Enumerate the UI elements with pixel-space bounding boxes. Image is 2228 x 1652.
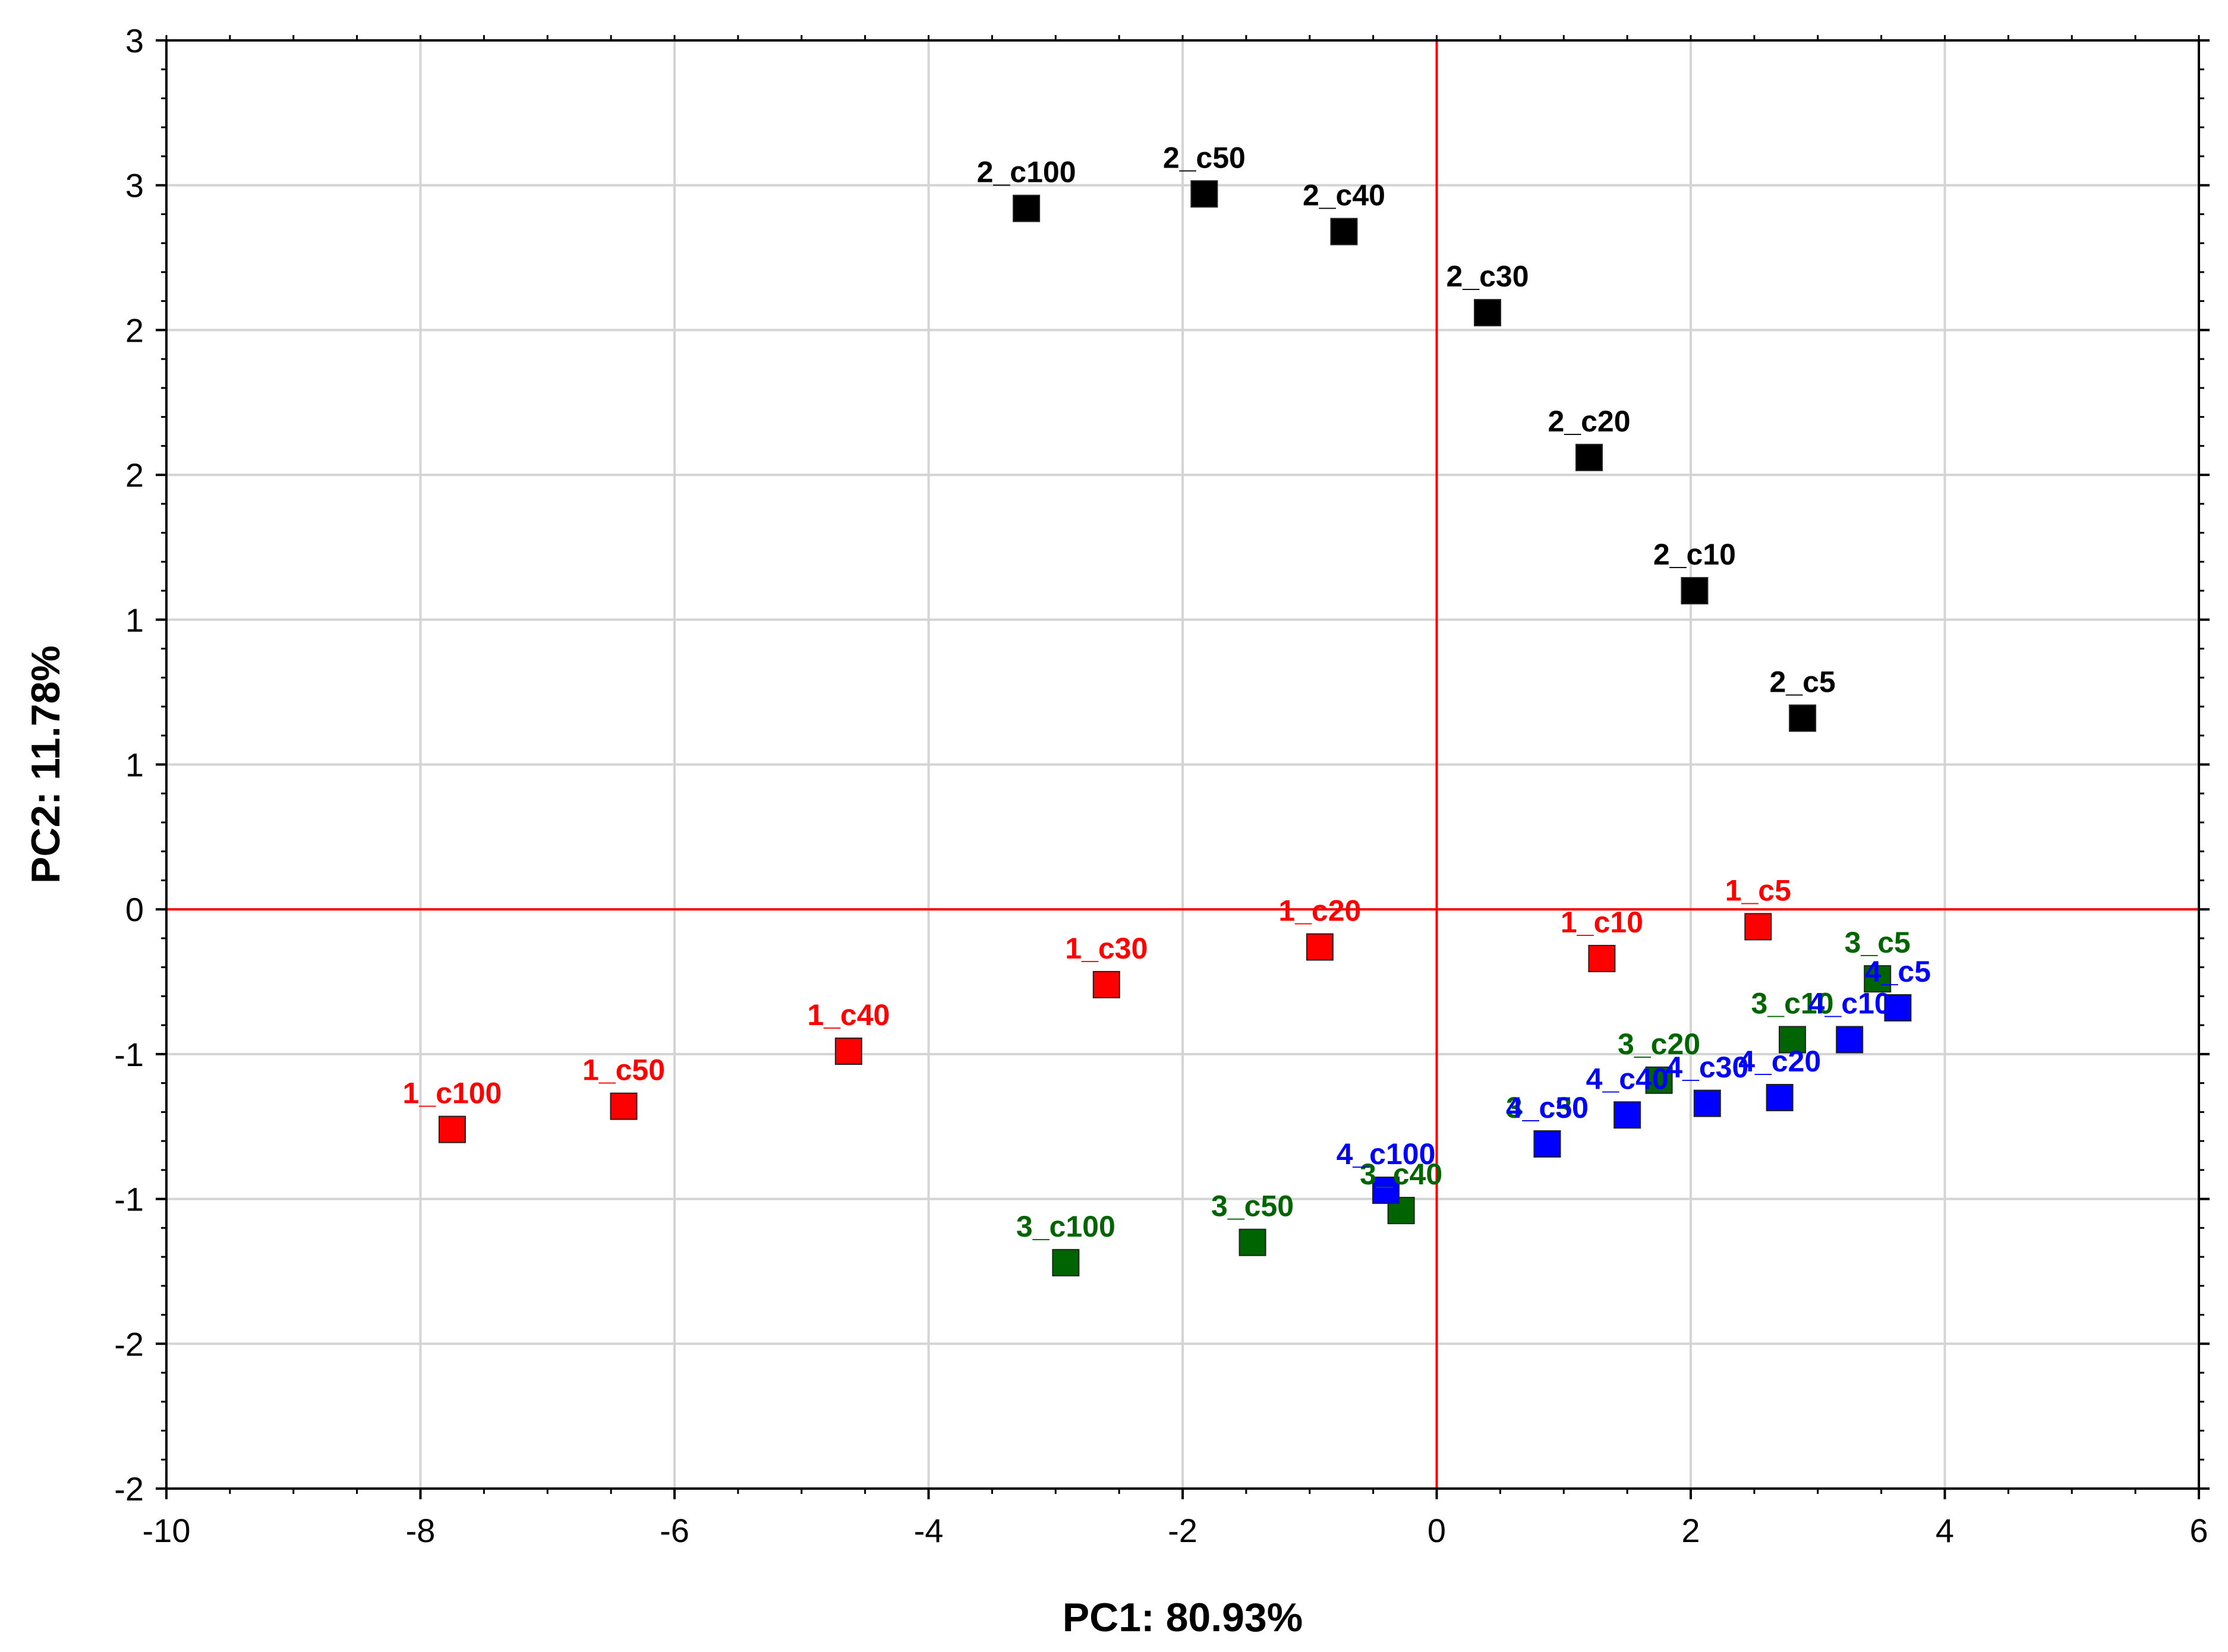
x-tick-label: 6 <box>2189 1512 2208 1549</box>
y-tick-label: -1 <box>114 1036 144 1073</box>
point-2_c50 <box>1190 180 1218 208</box>
point-4_c20 <box>1766 1084 1794 1112</box>
point-4_c5 <box>1884 994 1912 1022</box>
label-1_c100: 1_c100 <box>403 1077 502 1110</box>
data-points <box>438 180 1912 1276</box>
label-4_c50: 4_c50 <box>1506 1091 1589 1124</box>
point-4_c10 <box>1836 1026 1864 1054</box>
label-4_c10: 4_c10 <box>1808 987 1891 1020</box>
point-4_c50 <box>1533 1130 1561 1158</box>
y-tick-label: 2 <box>125 311 144 349</box>
label-2_c50: 2_c50 <box>1163 141 1246 174</box>
label-4_c40: 4_c40 <box>1586 1062 1669 1095</box>
y-tick-label: 1 <box>125 601 144 639</box>
point-4_c30 <box>1693 1089 1721 1117</box>
point-1_c50 <box>610 1092 638 1120</box>
y-axis-title: PC2: 11.78% <box>23 645 68 884</box>
label-1_c10: 1_c10 <box>1561 906 1643 939</box>
label-2_c30: 2_c30 <box>1446 260 1529 293</box>
point-3_c5 <box>1864 965 1892 993</box>
label-3_c50: 3_c50 <box>1211 1190 1294 1223</box>
label-2_c100: 2_c100 <box>977 156 1076 189</box>
point-3_c100 <box>1052 1249 1080 1276</box>
label-2_c10: 2_c10 <box>1653 538 1736 571</box>
y-tick-label: 3 <box>125 22 144 59</box>
label-1_c50: 1_c50 <box>582 1054 665 1087</box>
x-tick-label: 2 <box>1681 1512 1700 1549</box>
label-3_c20: 3_c20 <box>1618 1027 1700 1061</box>
y-tick-label: 1 <box>125 746 144 784</box>
label-1_c30: 1_c30 <box>1065 932 1148 965</box>
point-3_c20 <box>1645 1066 1673 1094</box>
x-tick-label: 4 <box>1936 1512 1954 1549</box>
x-tick-label: -8 <box>406 1512 436 1549</box>
x-axis-title: PC1: 80.93% <box>1063 1595 1303 1640</box>
point-2_c10 <box>1681 577 1709 605</box>
label-3_c40: 3_c40 <box>1360 1158 1442 1191</box>
reference-lines <box>166 40 2199 1489</box>
label-3_c30: 3_c30 <box>1506 1091 1589 1124</box>
point-1_c40 <box>834 1038 862 1065</box>
label-1_c40: 1_c40 <box>807 998 890 1032</box>
label-1_c20: 1_c20 <box>1278 894 1361 928</box>
point-2_c30 <box>1474 299 1501 327</box>
point-1_c10 <box>1588 945 1616 973</box>
y-tick-label: 0 <box>125 891 144 928</box>
label-3_c100: 3_c100 <box>1016 1210 1115 1243</box>
point-2_c100 <box>1013 194 1041 222</box>
point-2_c40 <box>1330 217 1358 245</box>
point-labels: 1_c100 1_c50 1_c40 1_c30 1_c20 1_c10 1_c5 2_c10… <box>403 141 1931 1243</box>
label-4_c5: 4_c5 <box>1865 955 1931 988</box>
point-1_c30 <box>1092 970 1120 998</box>
y-tick-label: 2 <box>125 456 144 494</box>
point-4_c40 <box>1614 1101 1641 1129</box>
point-2_c20 <box>1575 443 1603 471</box>
label-3_c5: 3_c5 <box>1845 926 1911 959</box>
point-2_c5 <box>1789 704 1817 732</box>
x-tick-label: 0 <box>1427 1512 1446 1549</box>
x-tick-label: -6 <box>660 1512 689 1549</box>
label-2_c40: 2_c40 <box>1303 179 1385 212</box>
point-3_c50 <box>1239 1228 1266 1256</box>
label-1_c5: 1_c5 <box>1725 874 1791 907</box>
point-3_c10 <box>1779 1026 1806 1054</box>
label-3_c10: 3_c10 <box>1751 987 1833 1020</box>
x-tick-label: -2 <box>1168 1512 1197 1549</box>
point-1_c100 <box>438 1115 466 1143</box>
label-2_c5: 2_c5 <box>1769 666 1835 699</box>
point-1_c20 <box>1306 933 1334 961</box>
label-4_c20: 4_c20 <box>1738 1045 1821 1078</box>
label-2_c20: 2_c20 <box>1548 405 1630 438</box>
point-1_c5 <box>1744 913 1772 941</box>
label-4_c100: 4_c100 <box>1337 1137 1436 1171</box>
x-tick-label: -10 <box>143 1512 191 1549</box>
y-tick-label: -1 <box>114 1181 144 1218</box>
y-tick-label: 3 <box>125 167 144 204</box>
y-tick-label: -2 <box>114 1470 144 1508</box>
x-tick-label: -4 <box>914 1512 944 1549</box>
label-4_c30: 4_c30 <box>1666 1051 1748 1084</box>
y-tick-label: -2 <box>114 1325 144 1363</box>
point-4_c100 <box>1372 1176 1400 1204</box>
